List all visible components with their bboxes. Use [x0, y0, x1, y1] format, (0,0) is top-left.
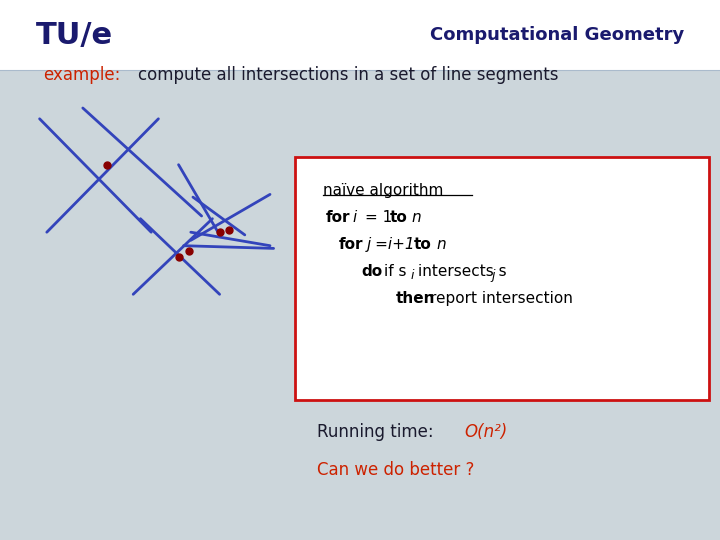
- Text: i: i: [353, 210, 357, 225]
- Text: to: to: [414, 237, 432, 252]
- Text: if s: if s: [384, 264, 406, 279]
- FancyBboxPatch shape: [295, 157, 709, 400]
- Text: do: do: [361, 264, 382, 279]
- Text: compute all intersections in a set of line segments: compute all intersections in a set of li…: [138, 65, 559, 84]
- Text: Can we do better ?: Can we do better ?: [317, 461, 474, 479]
- Text: O(n²): O(n²): [464, 423, 508, 441]
- Text: i: i: [410, 269, 414, 282]
- Text: report intersection: report intersection: [430, 291, 572, 306]
- Text: n: n: [412, 210, 421, 225]
- Text: Computational Geometry: Computational Geometry: [430, 26, 684, 44]
- Text: = 1: = 1: [365, 210, 392, 225]
- Text: then: then: [396, 291, 436, 306]
- Text: for: for: [325, 210, 350, 225]
- Text: TU/e: TU/e: [36, 21, 113, 50]
- Text: j =i+1: j =i+1: [367, 237, 416, 252]
- Text: for: for: [338, 237, 363, 252]
- Text: intersects s: intersects s: [418, 264, 506, 279]
- Text: j: j: [492, 269, 495, 282]
- Text: example:: example:: [43, 65, 120, 84]
- Text: n: n: [436, 237, 446, 252]
- Text: Running time:: Running time:: [317, 423, 444, 441]
- Text: naïve algorithm: naïve algorithm: [323, 183, 443, 198]
- FancyBboxPatch shape: [0, 0, 720, 70]
- Text: to: to: [390, 210, 408, 225]
